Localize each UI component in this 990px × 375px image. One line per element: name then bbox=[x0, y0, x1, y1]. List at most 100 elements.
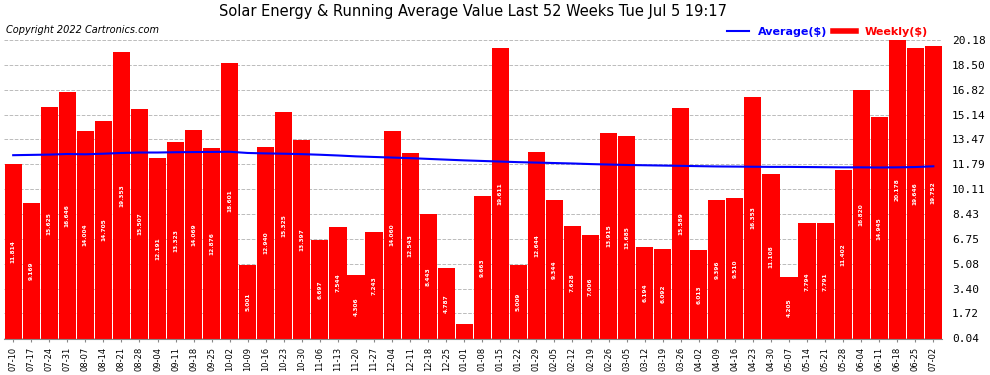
Bar bbox=[708, 200, 726, 339]
Bar bbox=[95, 121, 112, 339]
Bar bbox=[438, 268, 454, 339]
Bar bbox=[870, 117, 888, 339]
Text: 11.402: 11.402 bbox=[841, 243, 845, 266]
Bar bbox=[690, 250, 708, 339]
Text: 15.589: 15.589 bbox=[678, 212, 683, 235]
Text: 19.353: 19.353 bbox=[119, 184, 124, 207]
Text: 13.685: 13.685 bbox=[624, 226, 629, 249]
Bar bbox=[257, 147, 274, 339]
Text: 16.353: 16.353 bbox=[750, 206, 755, 229]
Text: 9.510: 9.510 bbox=[733, 259, 738, 278]
Text: 12.543: 12.543 bbox=[408, 235, 413, 258]
Text: 14.004: 14.004 bbox=[83, 224, 88, 246]
Text: 13.915: 13.915 bbox=[606, 225, 611, 247]
Bar bbox=[672, 108, 689, 339]
Text: 13.397: 13.397 bbox=[299, 228, 304, 251]
Bar bbox=[420, 214, 437, 339]
Bar bbox=[492, 48, 509, 339]
Bar bbox=[455, 324, 473, 339]
Bar bbox=[77, 131, 94, 339]
Legend: Average($), Weekly($): Average($), Weekly($) bbox=[723, 23, 933, 42]
Bar bbox=[473, 196, 491, 339]
Text: 12.191: 12.191 bbox=[155, 237, 160, 260]
Bar bbox=[528, 152, 545, 339]
Title: Solar Energy & Running Average Value Last 52 Weeks Tue Jul 5 19:17: Solar Energy & Running Average Value Las… bbox=[219, 4, 728, 19]
Bar bbox=[402, 153, 419, 339]
Bar bbox=[654, 249, 671, 339]
Bar bbox=[203, 148, 220, 339]
Bar bbox=[347, 275, 364, 339]
Text: 4.306: 4.306 bbox=[353, 298, 358, 316]
Text: 7.006: 7.006 bbox=[588, 278, 593, 296]
Text: 19.752: 19.752 bbox=[931, 181, 936, 204]
Bar bbox=[185, 130, 202, 339]
Text: 9.169: 9.169 bbox=[29, 262, 34, 280]
Bar bbox=[275, 112, 292, 339]
Bar bbox=[5, 164, 22, 339]
Bar bbox=[637, 247, 653, 339]
Bar bbox=[383, 130, 401, 339]
Text: 5.001: 5.001 bbox=[246, 292, 250, 311]
Bar bbox=[41, 107, 57, 339]
Bar bbox=[889, 40, 906, 339]
Bar bbox=[835, 170, 851, 339]
Text: 15.625: 15.625 bbox=[47, 212, 51, 235]
Text: 6.013: 6.013 bbox=[696, 285, 701, 304]
Text: 11.108: 11.108 bbox=[768, 245, 773, 268]
Bar bbox=[600, 133, 617, 339]
Text: 18.601: 18.601 bbox=[227, 190, 233, 213]
Bar bbox=[582, 235, 599, 339]
Bar bbox=[311, 240, 329, 339]
Text: 14.060: 14.060 bbox=[390, 224, 395, 246]
Bar bbox=[817, 224, 834, 339]
Bar bbox=[23, 203, 40, 339]
Bar bbox=[167, 141, 184, 339]
Text: 19.646: 19.646 bbox=[913, 182, 918, 205]
Bar bbox=[545, 201, 563, 339]
Text: 14.945: 14.945 bbox=[877, 217, 882, 240]
Text: 7.791: 7.791 bbox=[823, 272, 828, 291]
Text: 16.646: 16.646 bbox=[64, 204, 70, 227]
Bar bbox=[925, 46, 941, 339]
Text: 7.628: 7.628 bbox=[570, 273, 575, 292]
Bar bbox=[58, 92, 76, 339]
Bar bbox=[330, 227, 346, 339]
Text: 9.344: 9.344 bbox=[552, 260, 557, 279]
Text: 15.325: 15.325 bbox=[281, 214, 286, 237]
Text: 9.663: 9.663 bbox=[480, 258, 485, 277]
Text: 20.178: 20.178 bbox=[895, 178, 900, 201]
Bar bbox=[510, 265, 527, 339]
Text: 16.820: 16.820 bbox=[858, 203, 863, 226]
Bar bbox=[907, 48, 924, 339]
Text: 4.787: 4.787 bbox=[444, 294, 448, 313]
Text: 6.194: 6.194 bbox=[643, 284, 647, 302]
Bar bbox=[618, 136, 636, 339]
Text: 12.940: 12.940 bbox=[263, 232, 268, 254]
Bar bbox=[799, 224, 816, 339]
Bar bbox=[727, 198, 743, 339]
Text: 9.396: 9.396 bbox=[715, 260, 720, 279]
Bar bbox=[852, 90, 870, 339]
Text: 8.443: 8.443 bbox=[426, 267, 431, 286]
Text: 13.323: 13.323 bbox=[173, 229, 178, 252]
Text: 12.876: 12.876 bbox=[209, 232, 214, 255]
Text: Copyright 2022 Cartronics.com: Copyright 2022 Cartronics.com bbox=[6, 25, 159, 35]
Bar bbox=[148, 158, 166, 339]
Text: 11.814: 11.814 bbox=[11, 240, 16, 263]
Text: 19.611: 19.611 bbox=[498, 182, 503, 205]
Bar bbox=[113, 52, 130, 339]
Text: 6.697: 6.697 bbox=[318, 280, 323, 298]
Text: 15.507: 15.507 bbox=[137, 213, 142, 236]
Text: 7.243: 7.243 bbox=[371, 276, 376, 295]
Bar bbox=[131, 109, 148, 339]
Text: 7.794: 7.794 bbox=[805, 272, 810, 291]
Text: 12.644: 12.644 bbox=[534, 234, 539, 257]
Text: 14.069: 14.069 bbox=[191, 224, 196, 246]
Bar bbox=[293, 140, 311, 339]
Bar bbox=[564, 226, 581, 339]
Bar bbox=[240, 265, 256, 339]
Bar bbox=[780, 277, 798, 339]
Text: 14.705: 14.705 bbox=[101, 219, 106, 242]
Bar bbox=[221, 63, 239, 339]
Text: 5.009: 5.009 bbox=[516, 292, 521, 311]
